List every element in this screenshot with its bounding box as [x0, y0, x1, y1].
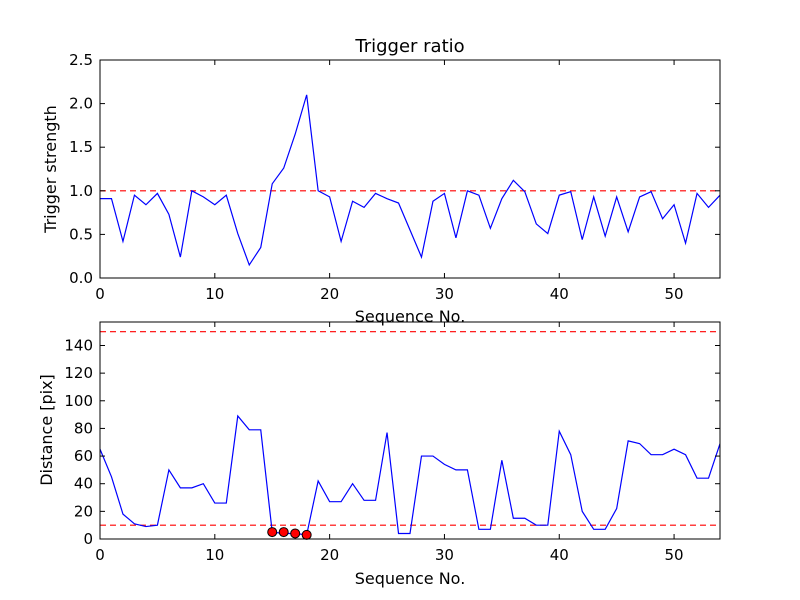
highlight-point: [301, 529, 312, 540]
series-line: [100, 94, 721, 267]
chart-title: Trigger ratio: [354, 36, 464, 57]
x-tick-label: 40: [550, 285, 569, 303]
distance-panel: Distance [pix] 0 10 20 30 40 50 0 20 40 60 80 100 12…: [37, 321, 721, 588]
highlight-point: [290, 528, 301, 539]
series-line: [99, 414, 721, 536]
y-tick-label: 140: [64, 336, 93, 354]
y-axis-label: Trigger strength: [41, 105, 60, 234]
y-tick-label: 0.0: [69, 269, 93, 287]
x-tick-label: 20: [320, 285, 339, 303]
y-tick-label: 100: [64, 392, 93, 410]
x-tick-label: 50: [665, 546, 684, 564]
x-tick-label: 0: [95, 285, 105, 303]
trigger-ratio-panel: Trigger ratio Trigger strength 0 10 20 30 40…: [41, 36, 721, 326]
y-tick-label: 60: [74, 447, 93, 465]
y-axis-label: Distance [pix]: [37, 374, 56, 486]
plot-frame: [99, 321, 721, 540]
highlight-point: [267, 527, 278, 538]
axis-ticks: 0 10 20 30 40 50 0 20 40 60 80 100 120 140: [64, 322, 720, 564]
y-tick-label: 1.5: [69, 138, 93, 156]
axis-ticks: 0 10 20 30 40 50 0.0 0.5 1.0 1.5 2.0 2.5: [69, 51, 720, 303]
y-tick-label: 0.5: [69, 225, 93, 243]
y-tick-label: 120: [64, 364, 93, 382]
plot-marks: [100, 94, 721, 267]
x-axis-label: Sequence No.: [355, 307, 466, 326]
y-tick-label: 40: [74, 475, 93, 493]
y-tick-label: 2.5: [69, 51, 93, 69]
x-tick-label: 30: [435, 546, 454, 564]
x-tick-label: 0: [95, 546, 105, 564]
plot-frame: [99, 59, 721, 279]
y-tick-label: 0: [83, 530, 93, 548]
y-tick-label: 20: [74, 502, 93, 520]
x-tick-label: 20: [320, 546, 339, 564]
x-tick-label: 30: [435, 285, 454, 303]
y-tick-label: 2.0: [69, 95, 93, 113]
x-tick-label: 10: [205, 546, 224, 564]
plot-marks: [99, 331, 721, 540]
x-tick-label: 50: [665, 285, 684, 303]
x-tick-label: 10: [205, 285, 224, 303]
y-tick-label: 1.0: [69, 182, 93, 200]
highlight-point: [278, 527, 289, 538]
x-axis-label: Sequence No.: [355, 569, 466, 588]
y-tick-label: 80: [74, 419, 93, 437]
x-tick-label: 40: [550, 546, 569, 564]
